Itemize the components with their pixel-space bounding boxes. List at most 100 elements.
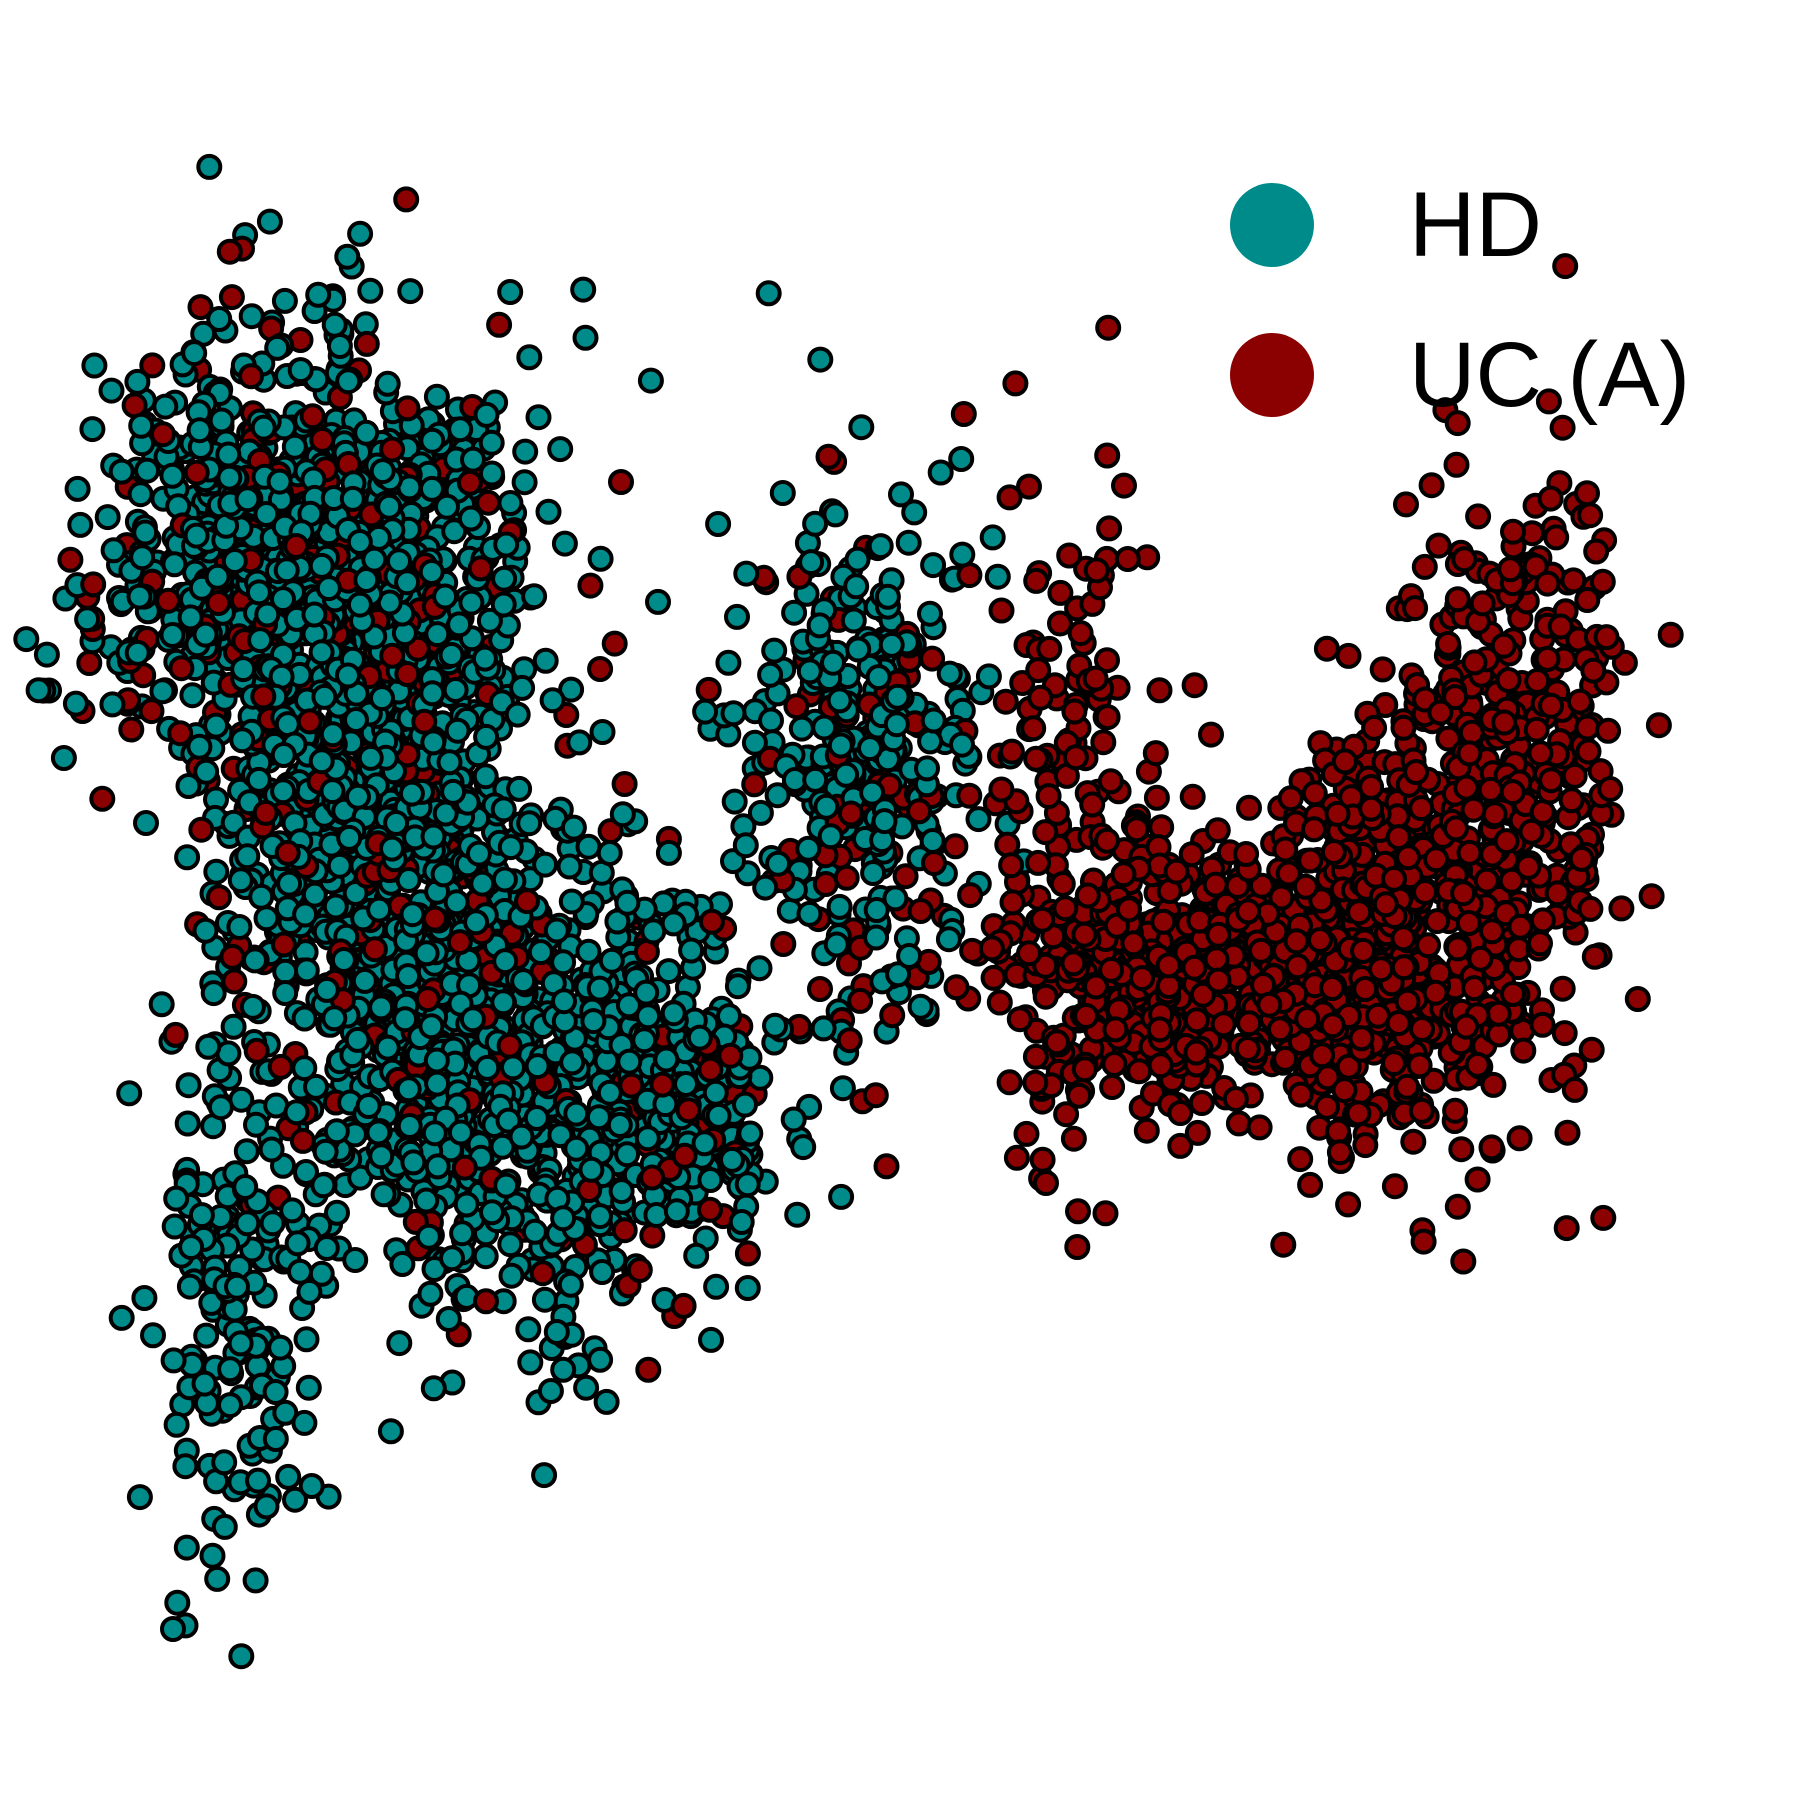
point-uc-a	[1444, 410, 1471, 437]
point-hd	[653, 1046, 680, 1073]
point-uc-a	[1543, 524, 1570, 551]
point-uc-a	[250, 683, 277, 710]
point-uc-a	[1202, 871, 1229, 898]
point-uc-a	[1013, 1120, 1040, 1147]
point-uc-a	[717, 1042, 744, 1069]
point-hd	[270, 586, 296, 613]
point-uc-a	[299, 403, 326, 430]
point-hd	[698, 1326, 724, 1353]
point-hd	[196, 153, 223, 180]
point-hd	[253, 1493, 280, 1520]
point-hd	[159, 622, 186, 648]
point-hd	[840, 607, 867, 634]
point-hd	[67, 511, 94, 538]
point-hd	[655, 958, 682, 985]
point-uc-a	[1568, 845, 1595, 872]
point-uc-a	[167, 720, 194, 747]
point-hd	[242, 947, 268, 974]
point-hd	[758, 707, 784, 734]
point-uc-a	[1348, 1025, 1375, 1052]
point-hd	[369, 685, 395, 712]
point-hd	[346, 591, 373, 618]
point-hd	[133, 810, 159, 836]
point-uc-a	[1481, 801, 1508, 828]
point-hd	[400, 1149, 427, 1176]
point-uc-a	[1061, 698, 1088, 725]
point-uc-a	[1020, 715, 1047, 742]
point-hd	[606, 1112, 633, 1138]
point-hd	[859, 779, 886, 806]
point-uc-a	[635, 1356, 662, 1383]
point-hd	[705, 1102, 732, 1129]
point-uc-a	[1497, 556, 1524, 583]
point-hd	[163, 1185, 190, 1212]
point-hd	[755, 280, 782, 307]
point-uc-a	[1427, 699, 1454, 726]
point-hd	[149, 678, 176, 705]
point-uc-a	[1529, 907, 1556, 934]
point-hd	[94, 504, 121, 531]
point-hd	[204, 563, 231, 590]
point-uc-a	[741, 771, 768, 798]
point-uc-a	[1527, 930, 1553, 957]
point-hd	[844, 546, 871, 573]
point-uc-a	[1408, 795, 1435, 822]
point-uc-a	[1523, 716, 1550, 743]
point-uc-a	[1461, 649, 1488, 676]
point-uc-a	[907, 898, 934, 924]
point-uc-a	[942, 833, 969, 860]
point-uc-a	[1507, 913, 1534, 940]
point-uc-a	[978, 935, 1005, 962]
point-hd	[140, 1322, 166, 1349]
point-hd	[312, 1138, 339, 1165]
point-hd	[396, 1113, 423, 1139]
point-uc-a	[1205, 967, 1232, 994]
point-uc-a	[1500, 518, 1526, 545]
point-hd	[296, 1278, 323, 1305]
point-uc-a	[219, 943, 246, 970]
point-uc-a	[1558, 787, 1585, 814]
point-hd	[326, 852, 353, 879]
point-uc-a	[1420, 1067, 1447, 1094]
point-hd	[874, 583, 901, 610]
point-hd	[116, 1080, 143, 1107]
point-uc-a	[1566, 688, 1593, 715]
point-uc-a	[1029, 1146, 1056, 1173]
point-uc-a	[1331, 748, 1358, 775]
point-uc-a	[1464, 1166, 1491, 1193]
point-uc-a	[1464, 1051, 1491, 1078]
point-uc-a	[514, 888, 540, 915]
point-hd	[366, 896, 393, 923]
point-uc-a	[1477, 776, 1504, 803]
point-uc-a	[1453, 774, 1480, 801]
point-hd	[220, 1013, 247, 1040]
point-hd	[764, 782, 791, 809]
point-uc-a	[1272, 1045, 1299, 1072]
point-uc-a	[1319, 975, 1346, 1001]
point-hd	[747, 799, 774, 826]
point-hd	[543, 917, 570, 944]
point-uc-a	[1210, 1011, 1237, 1038]
point-uc-a	[1350, 937, 1376, 964]
point-uc-a	[1198, 721, 1224, 748]
point-hd	[614, 889, 641, 916]
point-uc-a	[1460, 796, 1487, 823]
point-uc-a	[1064, 1234, 1091, 1260]
point-hd	[442, 677, 469, 703]
point-uc-a	[1319, 1012, 1346, 1039]
point-uc-a	[252, 799, 279, 826]
point-hd	[230, 656, 257, 683]
point-hd	[226, 914, 253, 940]
point-hd	[283, 1099, 310, 1126]
point-uc-a	[1574, 587, 1601, 613]
point-uc-a	[1553, 1215, 1580, 1242]
point-uc-a	[270, 931, 297, 958]
point-uc-a	[1167, 1132, 1194, 1159]
point-hd	[444, 717, 471, 744]
point-hd	[207, 1094, 234, 1121]
point-hd	[474, 1054, 501, 1081]
point-hd	[547, 1122, 574, 1149]
point-hd	[423, 1047, 450, 1074]
point-hd	[802, 510, 829, 537]
legend-label-uc-a: UC (A)	[1409, 324, 1691, 426]
